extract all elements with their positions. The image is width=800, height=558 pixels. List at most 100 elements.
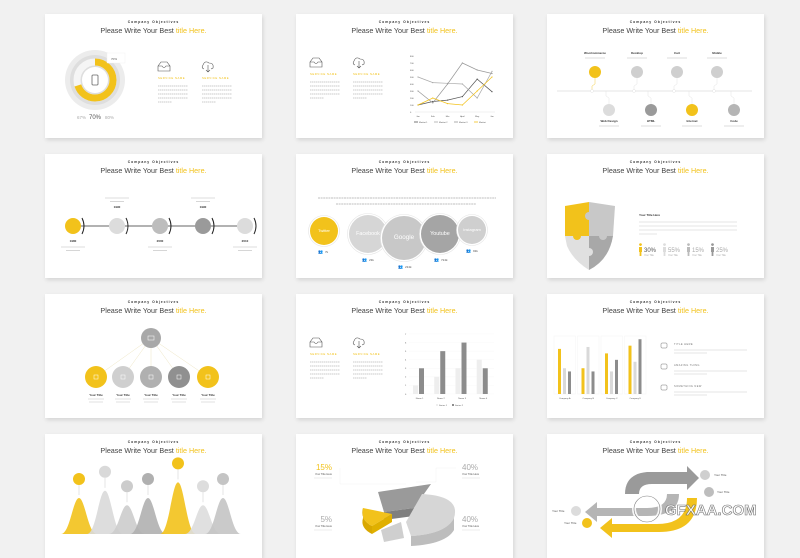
y-tick-label: 300 <box>410 91 414 93</box>
bubble <box>458 216 486 244</box>
bar <box>419 368 424 394</box>
slide-title: Please Write Your Best title Here. <box>351 26 457 35</box>
bar <box>581 368 585 394</box>
stat-2: 70% <box>89 115 102 121</box>
timeline-dot <box>590 89 594 93</box>
slide-thumbnail-9[interactable]: Company Objectives Please Write Your Bes… <box>547 294 764 418</box>
connector <box>730 91 735 104</box>
bubble-label: Instagram <box>463 227 481 232</box>
service-columns: SERVICE NAME SERVICE NAME <box>157 61 232 103</box>
y-tick-label: 5 <box>405 351 407 353</box>
service-name: SERVICE NAME <box>310 352 337 356</box>
y-tick-label: 7 <box>405 334 407 336</box>
step-year: 1990 <box>114 205 121 209</box>
cloud-download-icon <box>352 337 365 349</box>
follower-count: 93k <box>473 249 478 253</box>
y-tick-label: 1 <box>405 385 407 387</box>
cloud-shape <box>352 337 365 349</box>
slide-thumbnail-10[interactable]: Company Objectives Please Write Your Bes… <box>45 434 262 558</box>
stat-value: 25% <box>716 248 729 254</box>
x-tick-label: May <box>475 116 480 118</box>
timeline-label: HTML <box>647 119 655 123</box>
bubble-label: Facebook <box>356 231 380 237</box>
percent-value: 15% <box>316 463 332 472</box>
bell-peak <box>109 505 145 534</box>
bubble <box>421 215 459 253</box>
service-name: SERVICE NAME <box>158 76 185 80</box>
bubble-label: Google <box>394 234 415 241</box>
bell-peak <box>87 490 123 534</box>
person-icon <box>639 243 642 256</box>
data-point <box>432 100 434 103</box>
slide-thumbnail-4[interactable]: Company Objectives Please Write Your Bes… <box>45 154 262 278</box>
item-title: SOMETHING NEW <box>674 384 702 388</box>
value-bubble <box>217 473 229 485</box>
x-tick-label: Jun <box>490 116 494 118</box>
x-tick-label: Company D <box>629 398 641 400</box>
legend-label: Series 1 <box>439 404 448 407</box>
slide-kicker: Company Objectives <box>630 160 682 164</box>
x-tick-label: Mar <box>446 115 450 118</box>
megaphone-icon <box>660 363 668 370</box>
data-point <box>476 69 478 71</box>
bar <box>615 359 618 394</box>
service-name: SERVICE NAME <box>310 72 337 76</box>
connector <box>688 91 693 104</box>
slide-thumbnail-6[interactable]: Company Objectives Please Write Your Bes… <box>547 154 764 278</box>
slide-title: Please Write Your Best title Here. <box>100 306 206 315</box>
slide-kicker: Company Objectives <box>128 20 180 24</box>
callout-box <box>106 52 126 64</box>
slide-thumbnail-5[interactable]: Company Objectives Please Write Your Bes… <box>296 154 513 278</box>
slide-title: Please Write Your Best title Here. <box>351 166 457 175</box>
section-heading: Your Title Here <box>639 213 660 217</box>
legend-label: Series 2 <box>455 404 464 407</box>
person-icon <box>711 243 714 256</box>
bracket-arc <box>81 217 85 235</box>
tray-shape <box>309 337 323 348</box>
timeline-label: Desktop <box>631 51 643 55</box>
item-title: Your Title <box>144 393 158 397</box>
file-icon <box>140 366 162 388</box>
bar <box>455 368 461 394</box>
users-icon: 👥 <box>318 249 323 254</box>
percent-value: 40% <box>462 515 478 524</box>
slide-thumbnail-8[interactable]: Company Objectives Please Write Your Bes… <box>296 294 513 418</box>
stat-value: 55% <box>668 248 681 254</box>
value-bubble <box>197 480 209 493</box>
timeline-dot <box>672 89 676 93</box>
label-title: Your Title <box>714 473 727 477</box>
bell-curves <box>61 457 241 534</box>
connector <box>605 91 610 104</box>
bar <box>461 342 467 394</box>
value-bubble <box>99 465 111 478</box>
y-tick-label: 3 <box>405 368 407 370</box>
timeline-label: WooCommerce <box>584 51 606 55</box>
slide-thumbnail-2[interactable]: Company Objectives Please Write Your Bes… <box>296 14 513 138</box>
series-line <box>417 78 493 106</box>
slide-thumbnail-7[interactable]: Company Objectives Please Write Your Bes… <box>45 294 262 418</box>
data-point <box>491 91 493 93</box>
slide-thumbnail-12[interactable]: Company Objectives Please Write Your Bes… <box>547 434 764 558</box>
slide-thumbnail-3[interactable]: Company Objectives Please Write Your Bes… <box>547 14 764 138</box>
slide-title: Please Write Your Best title Here. <box>100 26 206 35</box>
item-title: TITLE HERE <box>674 342 693 346</box>
users-icon: 👥 <box>466 248 471 253</box>
slide-thumbnail-1[interactable]: Company Objectives Please Write Your Bes… <box>45 14 262 138</box>
tray-shape <box>157 61 171 72</box>
document-icon <box>85 366 107 388</box>
x-tick-label: April <box>460 115 465 118</box>
data-point <box>417 104 419 106</box>
item-title: Your Title <box>201 393 215 397</box>
y-tick-label: 400 <box>410 84 414 86</box>
lightbulb-icon <box>168 366 190 388</box>
legend-label: Market 1 <box>419 121 428 124</box>
slide-thumbnail-11[interactable]: Company Objectives Please Write Your Bes… <box>296 434 513 558</box>
timeline-node <box>631 66 643 78</box>
label-title: Your Title Here <box>462 472 480 476</box>
cloud-download-icon <box>352 57 365 69</box>
x-tick-label: Name 4 <box>480 398 488 400</box>
connector <box>673 78 678 91</box>
slide-title: Please Write Your Best title Here. <box>351 306 457 315</box>
bubble <box>382 216 426 260</box>
bracket-arc <box>125 217 129 235</box>
